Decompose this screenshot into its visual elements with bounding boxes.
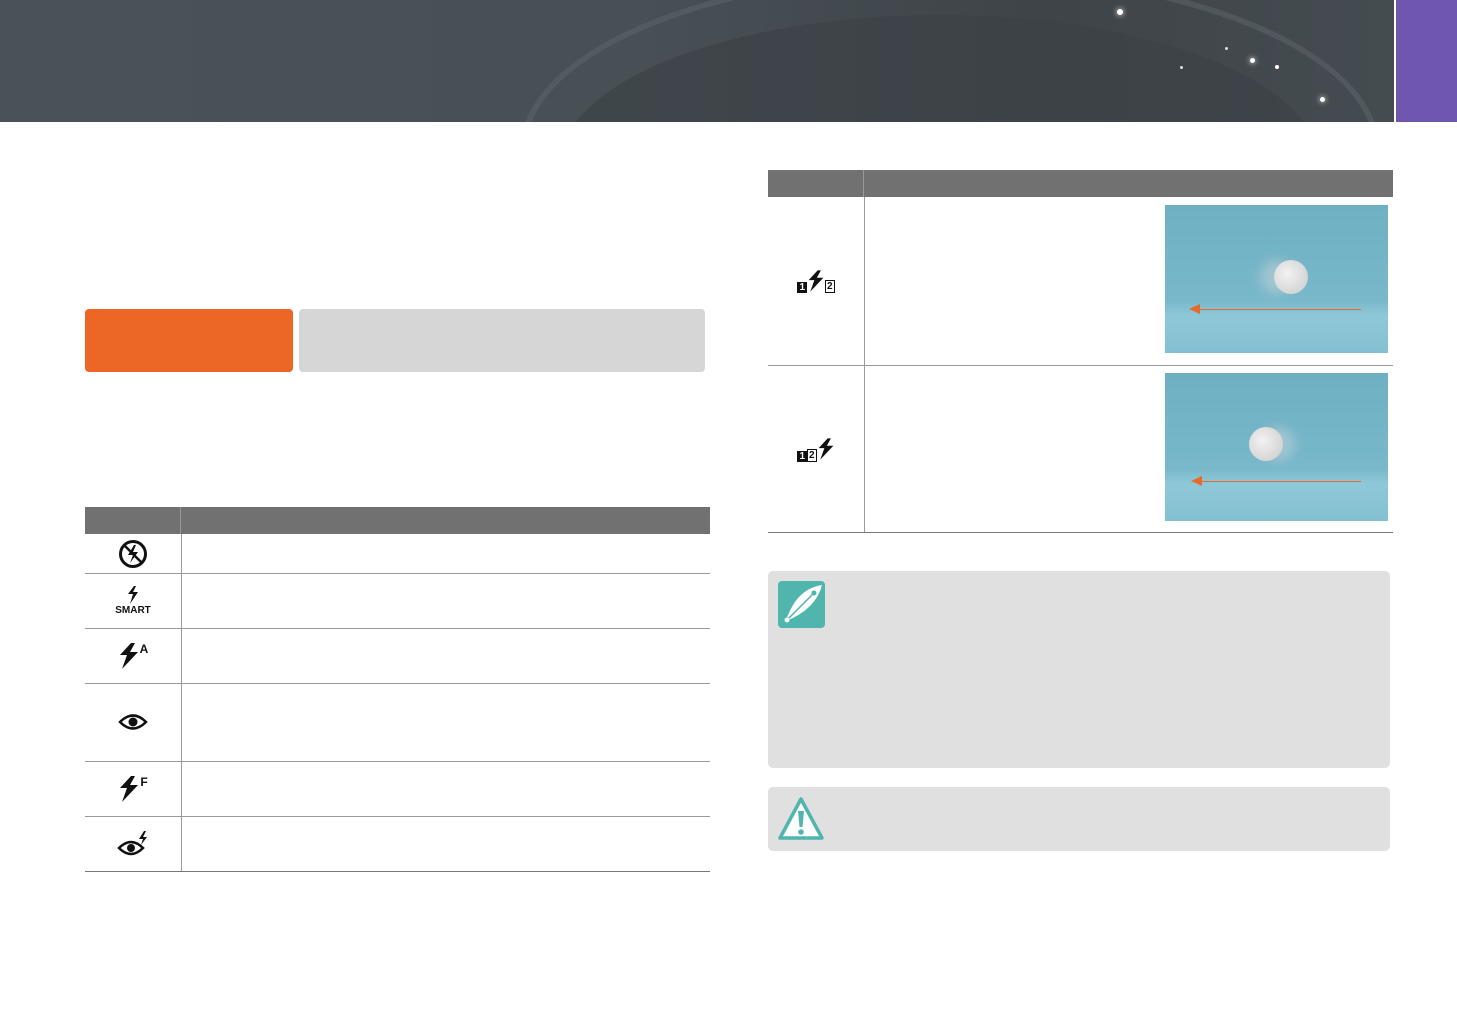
note-box (768, 571, 1390, 768)
second-curtain-example-photo (1165, 373, 1388, 521)
warning-box (768, 787, 1390, 851)
pen-icon (778, 581, 825, 628)
auto-flash-icon: A (85, 628, 181, 683)
fill-in-flash-icon: F (85, 761, 181, 816)
flash-sync-table: 1 2 1 2 (768, 170, 1393, 534)
second-curtain-sync-icon: 1 2 (768, 365, 864, 532)
table-header (85, 507, 710, 534)
red-eye-fix-icon (85, 816, 181, 871)
highlight-gray-box (299, 309, 705, 372)
flash-mode-table: SMART A F (85, 507, 710, 872)
chapter-tab[interactable] (1396, 0, 1457, 122)
table-header (768, 170, 1393, 197)
first-curtain-sync-icon: 1 2 (768, 197, 864, 365)
red-eye-icon (85, 683, 181, 761)
header-banner (0, 0, 1394, 122)
smart-flash-icon: SMART (85, 573, 181, 628)
flash-off-icon (85, 534, 181, 573)
warning-icon (777, 796, 825, 842)
first-curtain-example-photo (1165, 205, 1388, 353)
highlight-orange-box (85, 309, 293, 372)
